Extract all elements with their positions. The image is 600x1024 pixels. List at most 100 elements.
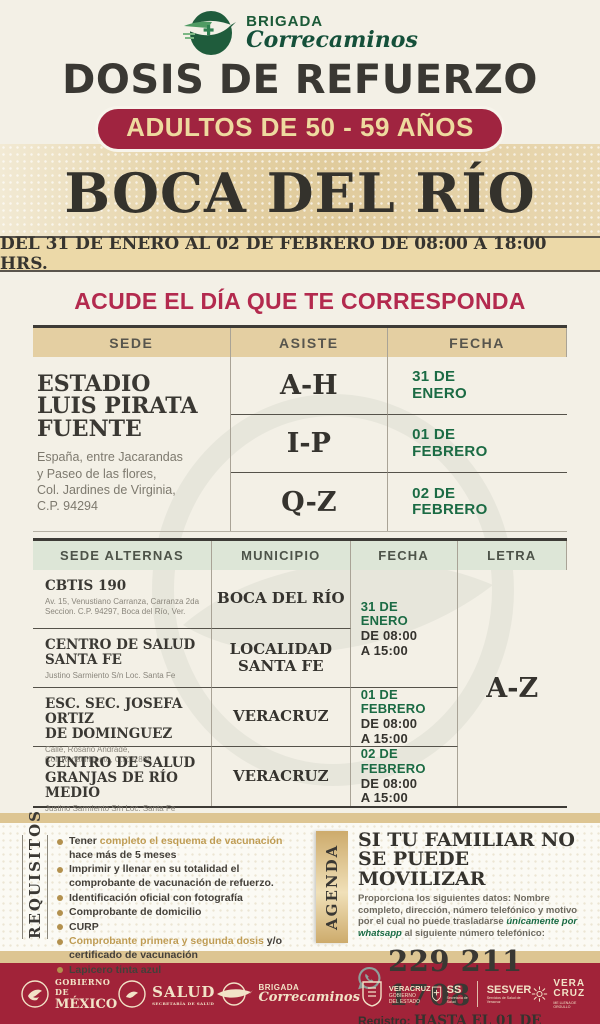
- veracruz-seal-icon: [362, 981, 382, 1007]
- date-line: 01 DE: [412, 426, 456, 444]
- salud-seal-icon: [118, 980, 146, 1008]
- city-band: BOCA DEL RÍO: [0, 144, 600, 236]
- municipio-line: SANTA FE: [238, 657, 324, 675]
- letters-cell: I-P: [230, 415, 389, 473]
- city-name: BOCA DEL RÍO: [64, 161, 536, 225]
- sesver-sub-label: Servicios de Salud de Veracruz: [486, 996, 521, 1004]
- gobierno-mexico-logo: GOBIERNO DE MÉXICO: [20, 977, 117, 1012]
- brigada-footer-logo: BRIGADA Correcaminos: [215, 980, 360, 1008]
- venue-name-line: FUENTE: [37, 415, 142, 442]
- venue-address: España, entre Jacarandas y Paseo de las …: [37, 449, 224, 514]
- footer-logo-bar: GOBIERNO DE MÉXICO SALUD SECRETARÍA DE S…: [0, 963, 600, 1024]
- date-line: ENERO: [412, 384, 467, 402]
- date-cell: 31 DE ENERO DE 08:00 A 15:00: [351, 570, 458, 688]
- brigada-line1: BRIGADA: [258, 983, 300, 992]
- tables-area: SEDE ASISTE FECHA ESTADIO LUIS PIRATA FU…: [33, 325, 567, 813]
- agenda-label: AGENDA: [316, 831, 348, 943]
- site-address: Justino Sarmiento S/n Loc. Santa Fe: [45, 803, 176, 813]
- site-address-line: Seccion. C.P. 94297, Boca del Río, Ver.: [45, 607, 186, 617]
- salud-line1: SALUD: [152, 982, 216, 1001]
- veracruz-line2: GOBIERNO: [388, 992, 416, 999]
- section-heading: ACUDE EL DÍA QUE TE CORRESPONDA: [74, 288, 526, 314]
- venue-address-line: Col. Jardines de Virginia,: [37, 482, 176, 497]
- date-line: DE 08:00: [360, 716, 418, 731]
- date-cell: 01 DE FEBRERO: [388, 415, 567, 473]
- venue-cell: ESTADIO LUIS PIRATA FUENTE España, entre…: [33, 357, 231, 531]
- veracruz-line3: DEL ESTADO: [388, 998, 421, 1005]
- ss-sesver-logo: SS Secretaría de Salud SESVER Servicios …: [431, 981, 532, 1007]
- date-line: 31 DE: [360, 598, 398, 614]
- whatsapp-number: 229 211 1708: [388, 944, 523, 1013]
- date-line: A 15:00: [360, 642, 408, 658]
- municipio-line: LOCALIDAD: [229, 639, 332, 658]
- brand-top-label: BRIGADA: [246, 13, 324, 30]
- agenda-instructions: Proporciona los siguientes datos: Nombre…: [358, 893, 578, 939]
- phone-row: 229 211 1708: [358, 944, 590, 1012]
- date-line: DE 08:00: [360, 775, 418, 791]
- date-line: FEBRERO: [412, 501, 488, 518]
- venue-address-line: España, entre Jacarandas: [37, 450, 183, 465]
- date-cell: 02 DE FEBRERO: [388, 473, 567, 531]
- date-cell: 02 DE FEBRERO DE 08:00 A 15:00: [351, 747, 458, 806]
- site-name-line: SANTA FE: [45, 651, 122, 668]
- date-range-banner: DEL 31 DE ENERO AL 02 DE FEBRERO DE 08:0…: [0, 234, 600, 274]
- main-table-header-fecha: FECHA: [388, 328, 567, 357]
- requisitos-label: REQUISITOS: [22, 809, 48, 939]
- brand-text: BRIGADA Correcaminos: [246, 13, 418, 53]
- date-line: 02 DE: [360, 746, 398, 762]
- requisito-item: Imprimir y llenar en su totalidad el com…: [56, 863, 302, 890]
- site-name-line: CENTRO DE SALUD: [45, 637, 196, 653]
- main-table-header-asiste: ASISTE: [230, 328, 389, 357]
- alternate-sites-table: SEDE ALTERNAS MUNICIPIO FECHA LETRA CBTI…: [33, 538, 567, 813]
- date-line: 31 DE: [412, 368, 456, 386]
- brigada-correcaminos-logo-icon: [183, 11, 237, 55]
- footer-divider: [477, 981, 478, 1007]
- veracruz-brand-logo: VERA CRUZ ME LLENA DE ORGULLO: [531, 979, 588, 1009]
- mexico-eagle-seal-icon: [21, 980, 49, 1008]
- letters-cell: A-H: [230, 357, 389, 415]
- site-address: Justino Sarmiento S/n Loc. Santa Fe: [45, 670, 176, 680]
- letter-range-cell: A-Z: [486, 672, 539, 704]
- site-name-line: DE DOMINGUEZ: [45, 725, 173, 742]
- site-address-line: Av. 15, Venustiano Carranza, Carranza 2d…: [45, 596, 200, 606]
- sesver-label: SESVER: [486, 984, 532, 996]
- brigada-bird-icon: [217, 982, 254, 1006]
- site-name-line: GRANJAS DE RÍO MEDIO: [45, 769, 178, 801]
- ss-shield-icon: [431, 986, 441, 1002]
- alt-header-fecha: FECHA: [350, 541, 458, 570]
- requisito-item: CURP: [56, 921, 302, 935]
- ss-label: SS: [446, 984, 462, 996]
- brand-header: BRIGADA Correcaminos: [0, 0, 600, 58]
- veracruz-estado-logo: VERACRUZ GOBIERNO DEL ESTADO: [360, 980, 431, 1008]
- veracruz-brand-sub: ME LLENA DE ORGULLO: [553, 1001, 577, 1009]
- alt-header-municipio: MUNICIPIO: [211, 541, 351, 570]
- site-name-line: ESC. SEC. JOSEFA ORTIZ: [45, 696, 183, 727]
- venue-name: ESTADIO LUIS PIRATA FUENTE: [37, 371, 224, 442]
- letters-cell: Q-Z: [231, 473, 389, 531]
- alt-header-sede-alternas: SEDE ALTERNAS: [33, 541, 212, 570]
- site-cell: CENTRO DE SALUD SANTA FE Justino Sarmien…: [33, 629, 212, 688]
- date-line: FEBRERO: [360, 701, 426, 717]
- date-line: DE 08:00: [360, 628, 418, 643]
- site-address: Av. 15, Venustiano Carranza, Carranza 2d…: [45, 597, 203, 618]
- venue-address-line: C.P. 94294: [37, 499, 98, 514]
- date-line: A 15:00: [360, 730, 408, 746]
- requisito-item: Identificación oficial con fotografía: [56, 892, 302, 906]
- site-cell: ESC. SEC. JOSEFA ORTIZ DE DOMINGUEZ Call…: [33, 688, 212, 764]
- salud-logo: SALUD SECRETARÍA DE SALUD: [117, 979, 215, 1009]
- salud-line2: SECRETARÍA DE SALUD: [152, 1000, 215, 1006]
- site-address-line: Calle, Rosario Andrade,: [45, 744, 130, 754]
- date-line: 01 DE: [360, 686, 398, 702]
- date-line: FEBRERO: [360, 760, 426, 776]
- brand-script-label: Correcaminos: [246, 27, 418, 53]
- requirements-agenda-panel: REQUISITOS Tener completo el esquema de …: [0, 809, 600, 1024]
- venue-name-line: ESTADIO: [37, 371, 151, 397]
- municipio-cell: VERACRUZ: [211, 688, 351, 747]
- veracruz-brand-line1: VERA: [553, 978, 586, 989]
- main-table-header-sede: SEDE: [33, 328, 231, 357]
- site-name: CBTIS 190: [45, 578, 127, 594]
- ss-sub-label: Secretaría de Salud: [446, 996, 468, 1004]
- agenda-title: SI TU FAMILIAR NO SE PUEDE MOVILIZAR: [358, 829, 575, 890]
- date-line: ENERO: [360, 613, 408, 629]
- agenda-content: SI TU FAMILIAR NO SE PUEDE MOVILIZAR Pro…: [358, 829, 590, 1024]
